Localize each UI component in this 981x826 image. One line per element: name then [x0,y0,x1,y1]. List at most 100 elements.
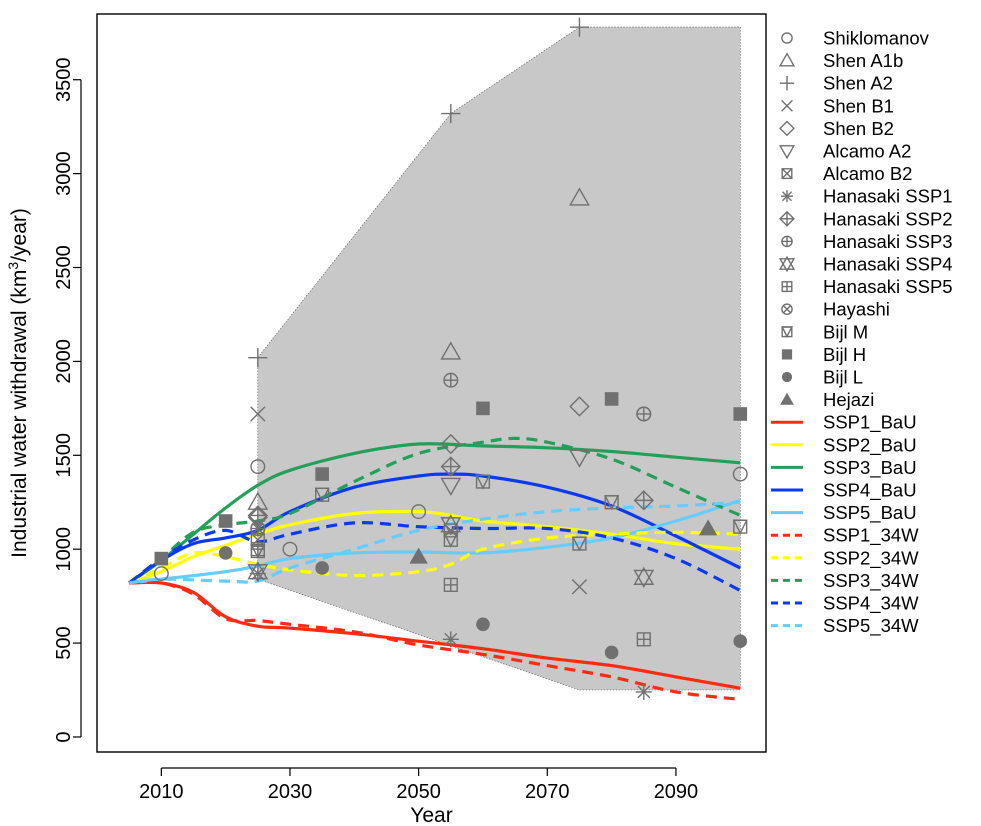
point-shiklomanov-2 [282,541,298,557]
x-tick-label: 2050 [396,781,441,803]
legend-label-hanasaki-ssp1: Hanasaki SSP1 [823,186,953,207]
series-line-ssp5-bau [129,498,741,585]
legend-label-hanasaki-ssp3: Hanasaki SSP3 [823,231,953,252]
legend-label-alcamo-a2: Alcamo A2 [823,141,911,162]
point-bijl-m-4 [571,536,587,552]
legend-label-bijl-h: Bijl H [823,344,866,365]
point-hanasaki-ssp5-2 [636,632,651,647]
legend-marker-shen-b2 [779,120,795,137]
point-hanasaki-ssp3-1 [443,372,459,388]
point-hanasaki-ssp2-2 [633,490,654,511]
y-tick-label: 3500 [53,57,75,102]
point-shiklomanov-0 [153,566,169,582]
point-shiklomanov-5 [732,466,748,482]
model-range-envelope [257,26,741,691]
legend-marker-hanasaki-ssp2 [779,210,795,227]
legend-marker-hayashi [781,303,793,316]
legend-label-hanasaki-ssp2: Hanasaki SSP2 [823,208,953,229]
point-bijl-m-0 [250,543,266,560]
point-hanasaki-ssp5-1 [443,577,458,592]
series-line-ssp4-bau [128,472,742,585]
y-tick-label: 3000 [53,151,75,196]
point-bijl-m-6 [732,519,748,535]
legend-label-bijl-m: Bijl M [823,321,868,342]
x-tick-label: 2070 [525,781,570,803]
point-shen-a2-2 [569,17,590,37]
point-bijl-m-1 [314,487,330,503]
legend-label-hejazi: Hejazi [823,389,874,410]
x-tick-label: 2030 [268,781,313,803]
point-shen-a2-1 [441,103,461,124]
series-line-ssp4-34w [128,521,742,592]
legend-marker-hanasaki-ssp3 [781,235,793,248]
legend-marker-shiklomanov [781,32,793,44]
legend-marker-shen-a1b [778,52,796,67]
legend-marker-shen-a2 [779,76,795,91]
point-bijl-h-4 [604,392,619,406]
point-hanasaki-ssp4-0 [247,561,269,583]
point-shen-b1-1 [571,579,588,595]
legend-marker-hanasaki-ssp1 [781,190,793,203]
point-bijl-m-3 [475,474,491,490]
legend-label-ssp1-bau: SSP1_BaU [823,412,917,434]
legend-label-shiklomanov: Shiklomanov [823,28,930,49]
point-bijl-m-5 [604,495,620,511]
legend-marker-bijl-l [781,371,793,383]
point-alcamo-a2-1 [569,449,590,468]
plot-frame [96,13,767,753]
x-axis: 2010 2030 2050 2070 2090 [139,767,698,803]
legend-label-ssp3-bau: SSP3_BaU [823,457,917,479]
plot-area [128,17,748,701]
point-bijl-l-4 [733,634,748,649]
legend-label-shen-b1: Shen B1 [823,95,894,116]
point-hanasaki-ssp4-1 [440,514,462,536]
legend-label-hanasaki-ssp4: Hanasaki SSP4 [823,254,953,275]
point-hanasaki-ssp1-2 [635,683,652,700]
point-hanasaki-ssp1-1 [442,631,459,648]
legend-marker-alcamo-a2 [778,145,796,160]
legend-label-shen-b2: Shen B2 [823,118,894,139]
legend-marker-alcamo-b2 [781,168,793,180]
legend-label-hayashi: Hayashi [823,299,890,320]
point-hanasaki-ssp3-2 [636,406,652,422]
point-shiklomanov-1 [250,459,266,475]
point-hanasaki-ssp4-2 [633,566,655,588]
point-bijl-l-1 [315,561,329,575]
point-bijl-h-0 [154,551,169,566]
point-hanasaki-ssp2-1 [440,456,461,477]
point-hayashi-0 [250,521,266,537]
envelope-layer [257,26,741,691]
point-shen-a1b-2 [569,187,590,206]
legend-label-ssp1-34w: SSP1_34W [823,525,919,547]
legend-label-ssp4-bau: SSP4_BaU [823,480,917,502]
y-tick-label: 2000 [53,339,75,384]
series-line-ssp2-34w [128,530,741,585]
legend-label-ssp5-bau: SSP5_BaU [823,502,917,524]
point-bijl-h-5 [733,407,748,421]
y-axis-title: Industrial water withdrawal (km3/year) [5,208,31,558]
series-line-ssp5-34w [128,500,741,585]
legend-label-bijl-l: Bijl L [823,367,863,388]
point-shen-b1-0 [250,406,266,422]
point-bijl-h-2 [315,467,329,481]
point-bijl-l-2 [476,617,490,632]
point-hejazi-0 [409,547,428,564]
legend-label-ssp5-34w: SSP5_34W [823,615,919,637]
legend-label-ssp2-bau: SSP2_BaU [823,434,917,456]
point-shen-a1b-1 [440,341,462,360]
legend-label-shen-a1b: Shen A1b [823,50,903,71]
y-axis: 0 500 1000 1500 2000 2500 3000 3500 [53,57,82,743]
point-shiklomanov-3 [411,504,427,520]
point-shen-a2-0 [248,348,268,368]
point-bijl-l-3 [604,645,619,660]
point-bijl-h-1 [218,514,233,528]
y-tick-label: 1500 [53,433,75,478]
point-alcamo-a2-0 [440,477,462,496]
legend-label-shen-a2: Shen A2 [823,73,893,94]
point-bijl-l-0 [218,546,233,560]
legend-marker-bijl-h [781,349,793,360]
legend-marker-bijl-m [781,326,793,339]
series-line-ssp1-bau [129,580,741,690]
